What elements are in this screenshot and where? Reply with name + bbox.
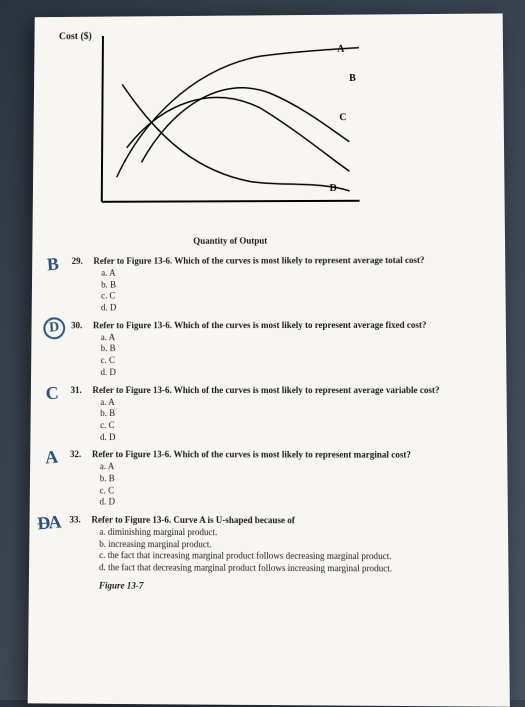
option: c. C bbox=[100, 420, 477, 432]
handwritten-answer: B bbox=[46, 254, 59, 276]
question-text: Refer to Figure 13-6. Curve A is U-shape… bbox=[91, 515, 294, 526]
y-axis-label: Cost ($) bbox=[59, 31, 92, 42]
x-axis-label: Quantity of Output bbox=[193, 236, 267, 246]
question-number: 31. bbox=[71, 385, 93, 395]
label-d: D bbox=[330, 183, 337, 194]
option: a. A bbox=[100, 397, 476, 409]
curve-c bbox=[141, 87, 349, 162]
handwritten-answer: D bbox=[43, 316, 66, 340]
label-b: B bbox=[349, 73, 356, 84]
question-30: D30.Refer to Figure 13-6. Which of the c… bbox=[71, 320, 476, 379]
question-text: Refer to Figure 13-6. Which of the curve… bbox=[93, 255, 424, 266]
option: d. D bbox=[100, 432, 477, 444]
question-33: DA33.Refer to Figure 13-6. Curve A is U-… bbox=[69, 514, 478, 575]
option: c. C bbox=[101, 290, 475, 302]
handwritten-answer: C bbox=[45, 382, 59, 404]
option: b. B bbox=[100, 408, 476, 420]
option: a. A bbox=[100, 461, 477, 473]
option: c. C bbox=[101, 355, 476, 367]
question-32: A32.Refer to Figure 13-6. Which of the c… bbox=[70, 449, 478, 509]
options: a. Ab. Bc. Cd. D bbox=[100, 397, 477, 444]
option: b. B bbox=[101, 279, 475, 291]
x-axis bbox=[102, 201, 360, 202]
option: a. A bbox=[101, 332, 476, 344]
options: a. Ab. Bc. Cd. D bbox=[100, 332, 476, 379]
options: a. diminishing marginal product.b. incre… bbox=[99, 527, 478, 576]
handwritten-answer: A bbox=[44, 447, 59, 469]
option: a. A bbox=[101, 267, 475, 279]
figure-reference: Figure 13-7 bbox=[99, 580, 478, 592]
question-text: Refer to Figure 13-6. Which of the curve… bbox=[92, 385, 439, 395]
cost-chart: Cost ($) A B C D Quantity of Output bbox=[92, 34, 370, 231]
option: a. diminishing marginal product. bbox=[99, 527, 477, 540]
label-c: C bbox=[339, 112, 346, 123]
option: b. B bbox=[101, 343, 476, 355]
question-text: Refer to Figure 13-6. Which of the curve… bbox=[92, 449, 411, 460]
option: c. C bbox=[100, 485, 478, 498]
question-number: 33. bbox=[69, 514, 91, 524]
question-number: 30. bbox=[71, 320, 93, 330]
question-list: B29.Refer to Figure 13-6. Which of the c… bbox=[69, 255, 478, 576]
label-a: A bbox=[337, 44, 345, 55]
options: a. Ab. Bc. Cd. D bbox=[100, 461, 478, 509]
question-31: C31.Refer to Figure 13-6. Which of the c… bbox=[70, 385, 477, 444]
option: d. D bbox=[101, 302, 476, 314]
option: b. B bbox=[100, 473, 477, 486]
handwritten-answer: DA bbox=[37, 511, 61, 534]
question-29: B29.Refer to Figure 13-6. Which of the c… bbox=[71, 255, 475, 314]
curve-d bbox=[117, 48, 360, 178]
chart-svg: A B C D bbox=[92, 34, 370, 231]
options: a. Ab. Bc. Cd. D bbox=[101, 267, 476, 314]
question-text: Refer to Figure 13-6. Which of the curve… bbox=[93, 320, 427, 330]
option: d. D bbox=[100, 367, 476, 379]
option: d. D bbox=[100, 497, 478, 510]
question-number: 29. bbox=[72, 256, 94, 266]
y-axis bbox=[102, 36, 103, 202]
option: d. the fact that decreasing marginal pro… bbox=[99, 562, 478, 575]
question-number: 32. bbox=[70, 449, 92, 459]
worksheet-paper: Cost ($) A B C D Quantity of Output B29.… bbox=[28, 13, 510, 706]
